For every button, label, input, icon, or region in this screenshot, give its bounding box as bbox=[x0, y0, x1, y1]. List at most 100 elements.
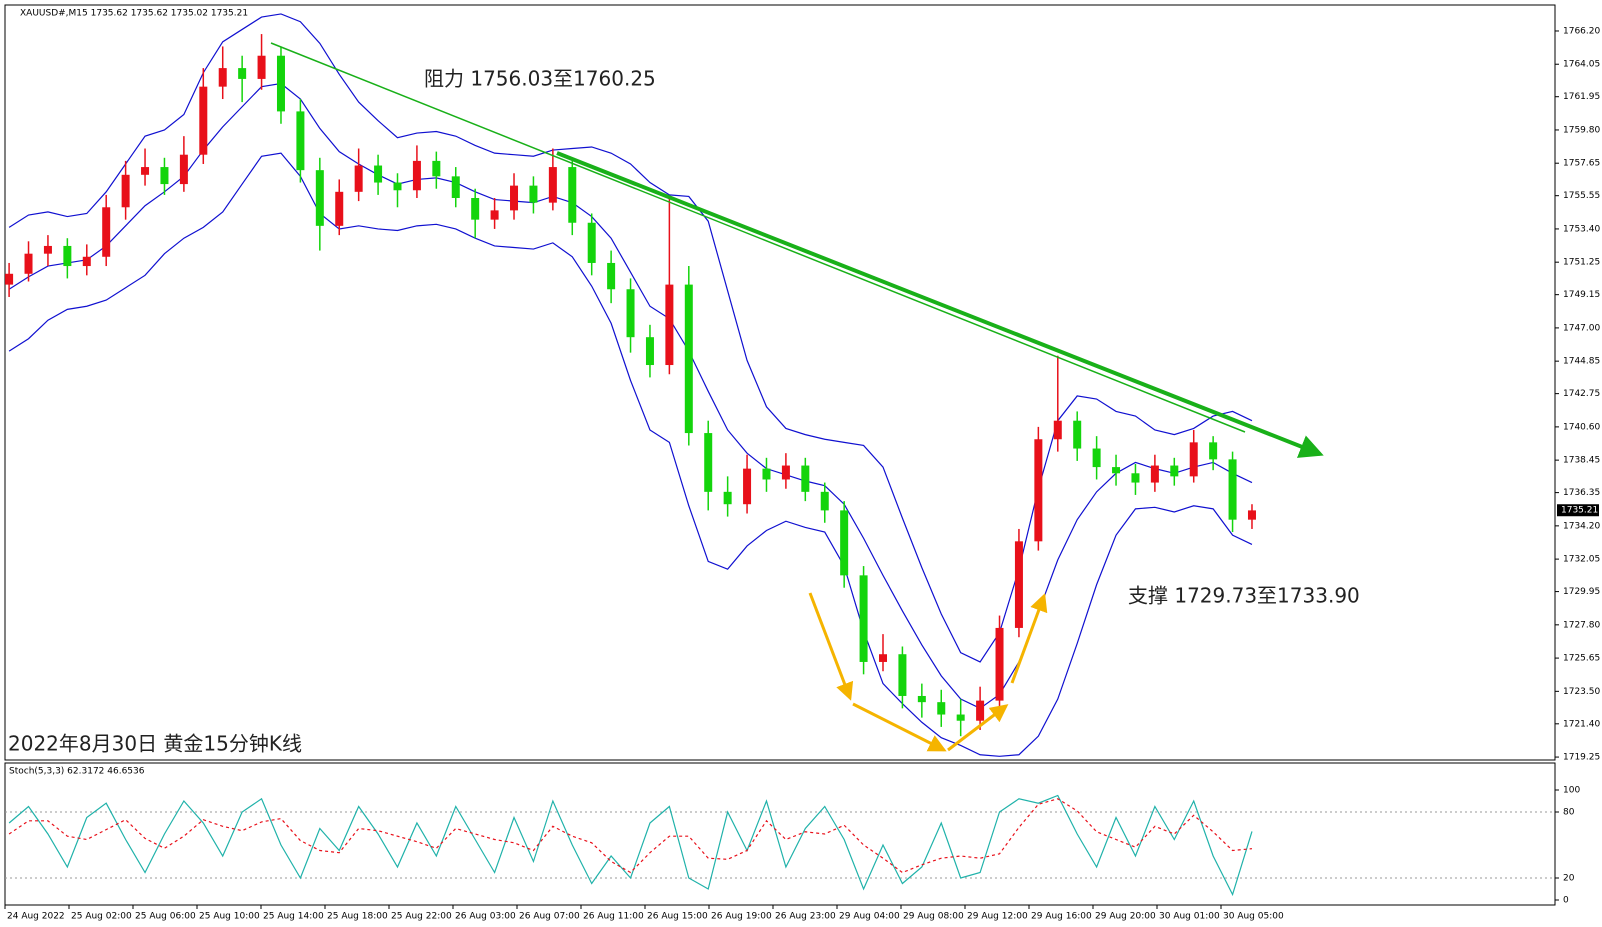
x-tick-label: 30 Aug 05:00 bbox=[1223, 912, 1284, 922]
arrow bbox=[808, 592, 854, 701]
candle-body bbox=[471, 198, 480, 220]
last-price-box bbox=[1557, 504, 1599, 517]
candle-body bbox=[296, 111, 305, 171]
candle-body bbox=[354, 165, 363, 192]
y-tick-label: 1732.05 bbox=[1563, 555, 1600, 565]
stoch-main bbox=[8, 794, 1253, 897]
x-tick-label: 25 Aug 14:00 bbox=[263, 912, 324, 922]
candle-body bbox=[276, 55, 285, 112]
y-tick-label: 1755.55 bbox=[1563, 191, 1600, 201]
x-tick-label: 26 Aug 03:00 bbox=[455, 912, 516, 922]
x-tick-label: 30 Aug 01:00 bbox=[1159, 912, 1220, 922]
candle-body bbox=[218, 68, 227, 87]
candle-body bbox=[257, 55, 266, 79]
arrow bbox=[1010, 593, 1048, 684]
main-plot bbox=[5, 13, 1256, 757]
candle-body bbox=[393, 182, 402, 191]
y-tick-label: 1744.85 bbox=[1563, 357, 1600, 367]
candle-body bbox=[179, 154, 188, 185]
candle-body bbox=[548, 167, 557, 203]
y-tick-label: 1747.00 bbox=[1563, 323, 1600, 333]
candle-body bbox=[995, 627, 1004, 701]
header: XAUUSD#,M15 1735.62 1735.62 1735.02 1735… bbox=[20, 9, 248, 19]
stoch-tick-label: 0 bbox=[1563, 896, 1569, 906]
candle-body bbox=[1131, 473, 1140, 483]
candle-body bbox=[1073, 420, 1082, 449]
y-tick-label: 1759.80 bbox=[1563, 125, 1600, 135]
main-frame bbox=[4, 4, 1556, 761]
x-tick-label: 29 Aug 12:00 bbox=[967, 912, 1028, 922]
arrow bbox=[947, 704, 1009, 752]
candle-body bbox=[879, 654, 887, 662]
x-tick-label: 26 Aug 15:00 bbox=[647, 912, 708, 922]
x-tick-label: 29 Aug 08:00 bbox=[903, 912, 964, 922]
y-tick-label: 1757.65 bbox=[1563, 159, 1600, 169]
candle-body bbox=[801, 465, 810, 492]
y-tick-label: 1749.15 bbox=[1563, 290, 1600, 300]
y-tick-label: 1740.60 bbox=[1563, 422, 1600, 432]
candle-body bbox=[917, 695, 926, 703]
x-tick-label: 26 Aug 07:00 bbox=[519, 912, 580, 922]
y-tick-label: 1729.95 bbox=[1563, 587, 1600, 597]
candle-body bbox=[1209, 442, 1218, 460]
candle-body bbox=[762, 468, 771, 480]
x-tick-label: 29 Aug 16:00 bbox=[1031, 912, 1092, 922]
x-tick-label: 26 Aug 23:00 bbox=[775, 912, 836, 922]
candle-body bbox=[743, 468, 752, 505]
y-tick-label: 1721.40 bbox=[1563, 719, 1600, 729]
candle-body bbox=[315, 170, 324, 226]
candle-body bbox=[956, 714, 965, 721]
y-tick-label: 1753.40 bbox=[1563, 224, 1600, 234]
candle-body bbox=[238, 68, 247, 79]
bollinger-lower bbox=[8, 152, 1253, 757]
stoch-tick-label: 100 bbox=[1563, 786, 1580, 796]
candle-body bbox=[587, 222, 596, 263]
candle-body bbox=[121, 174, 130, 208]
y-tick-label: 1719.25 bbox=[1563, 753, 1600, 763]
x-tick-label: 25 Aug 10:00 bbox=[199, 912, 260, 922]
candle-body bbox=[781, 465, 790, 480]
candle-body bbox=[1247, 510, 1256, 520]
candle-body bbox=[840, 510, 849, 576]
candle-body bbox=[976, 700, 985, 721]
candle-body bbox=[1112, 467, 1121, 474]
stoch-signal bbox=[8, 798, 1253, 874]
candle-body bbox=[141, 167, 150, 175]
x-tick-label: 25 Aug 22:00 bbox=[391, 912, 452, 922]
support-note: 支撑 1729.73至1733.90 bbox=[1128, 584, 1360, 608]
candle-body bbox=[937, 702, 946, 715]
x-tick-label: 26 Aug 19:00 bbox=[711, 912, 772, 922]
candle-body bbox=[432, 160, 441, 177]
y-tick-label: 1738.45 bbox=[1563, 456, 1600, 466]
arrows bbox=[808, 592, 1048, 752]
x-tick-label: 25 Aug 02:00 bbox=[71, 912, 132, 922]
candle-body bbox=[1053, 420, 1062, 440]
bollinger-middle bbox=[8, 82, 1253, 710]
y-tick-label: 1734.20 bbox=[1563, 521, 1600, 531]
caption: 2022年8月30日 黄金15分钟K线 bbox=[8, 732, 302, 756]
candle-body bbox=[626, 289, 635, 338]
y-tick-label: 1723.50 bbox=[1563, 687, 1600, 697]
x-tick-label: 25 Aug 06:00 bbox=[135, 912, 196, 922]
candle-body bbox=[510, 185, 519, 211]
stoch-frame bbox=[4, 762, 1556, 906]
arrow bbox=[852, 702, 947, 752]
candle-body bbox=[451, 176, 460, 199]
candle-body bbox=[1092, 448, 1101, 468]
stoch-label: Stoch(5,3,3) 62.3172 46.6536 bbox=[9, 767, 145, 777]
candle-body bbox=[704, 433, 713, 492]
x-tick-label: 29 Aug 20:00 bbox=[1095, 912, 1156, 922]
candle-body bbox=[820, 491, 829, 511]
candle-body bbox=[43, 245, 52, 254]
x-tick-label: 26 Aug 11:00 bbox=[583, 912, 644, 922]
y-tick-label: 1736.35 bbox=[1563, 488, 1600, 498]
candle-body bbox=[5, 273, 14, 285]
candle-body bbox=[859, 575, 868, 662]
candle-body bbox=[898, 654, 907, 696]
candle-body bbox=[607, 262, 616, 290]
candle-body bbox=[665, 284, 674, 366]
x-tick-label: 24 Aug 2022 bbox=[7, 912, 65, 922]
y-tick-label: 1766.20 bbox=[1563, 26, 1600, 36]
resistance-note: 阻力 1756.03至1760.25 bbox=[424, 67, 656, 91]
